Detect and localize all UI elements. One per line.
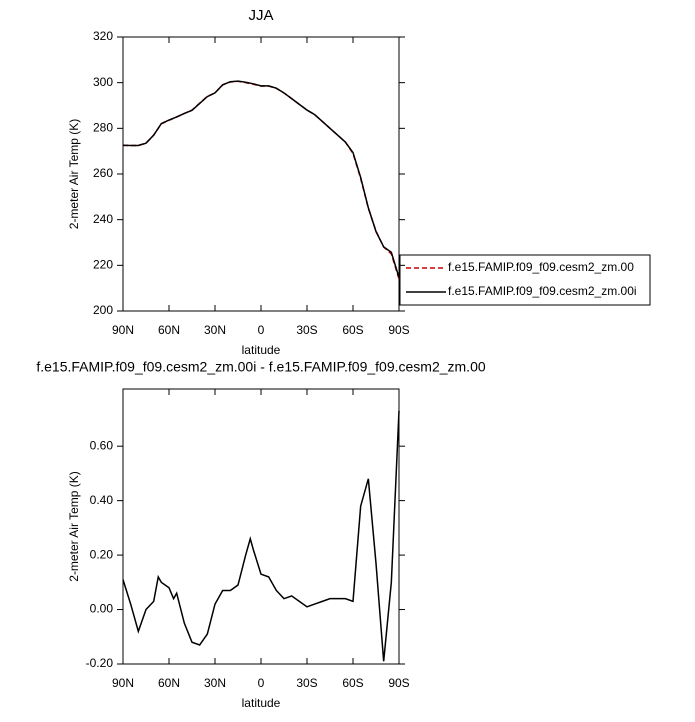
- y-tick-label: 0.60: [90, 438, 114, 452]
- x-tick-label: 0: [258, 323, 265, 337]
- x-tick-label: 90S: [388, 323, 409, 337]
- x-axis-label: latitude: [242, 343, 281, 357]
- x-tick-label: 30S: [296, 676, 317, 690]
- y-tick-label: 260: [93, 166, 113, 180]
- x-tick-label: 60S: [342, 676, 363, 690]
- x-tick-label: 90N: [112, 323, 134, 337]
- y-tick-label: 320: [93, 29, 113, 43]
- y-tick-label: 0.00: [90, 602, 114, 616]
- data-line: [122, 410, 400, 662]
- y-tick-label: 280: [93, 121, 113, 135]
- y-tick-label: 300: [93, 75, 113, 89]
- chart-title: JJA: [248, 7, 273, 24]
- plot-frame: [122, 36, 400, 312]
- data-line: [123, 80, 400, 280]
- y-tick-label: 240: [93, 212, 113, 226]
- y-axis-label: 2-meter Air Temp (K): [67, 119, 81, 229]
- x-tick-label: 60S: [342, 323, 363, 337]
- y-tick-label: 220: [93, 258, 113, 272]
- y-tick-label: 200: [93, 303, 113, 317]
- x-tick-label: 60N: [158, 676, 180, 690]
- y-tick-label: -0.20: [86, 656, 114, 670]
- data-line: [122, 80, 400, 278]
- chart-title: f.e15.FAMIP.f09_f09.cesm2_zm.00i - f.e15…: [36, 359, 485, 375]
- y-tick-label: 0.20: [90, 547, 114, 561]
- x-tick-label: 30S: [296, 323, 317, 337]
- x-axis-label: latitude: [242, 696, 281, 710]
- x-tick-label: 30N: [204, 676, 226, 690]
- y-axis-label: 2-meter Air Temp (K): [67, 471, 81, 581]
- plot-frame: [122, 388, 400, 665]
- x-tick-label: 90S: [388, 676, 409, 690]
- y-tick-label: 0.40: [90, 493, 114, 507]
- legend-label: f.e15.FAMIP.f09_f09.cesm2_zm.00: [448, 260, 634, 274]
- x-tick-label: 90N: [112, 676, 134, 690]
- legend-label: f.e15.FAMIP.f09_f09.cesm2_zm.00i: [448, 284, 637, 298]
- x-tick-label: 30N: [204, 323, 226, 337]
- x-tick-label: 60N: [158, 323, 180, 337]
- x-tick-label: 0: [258, 676, 265, 690]
- legend-box: [399, 254, 651, 306]
